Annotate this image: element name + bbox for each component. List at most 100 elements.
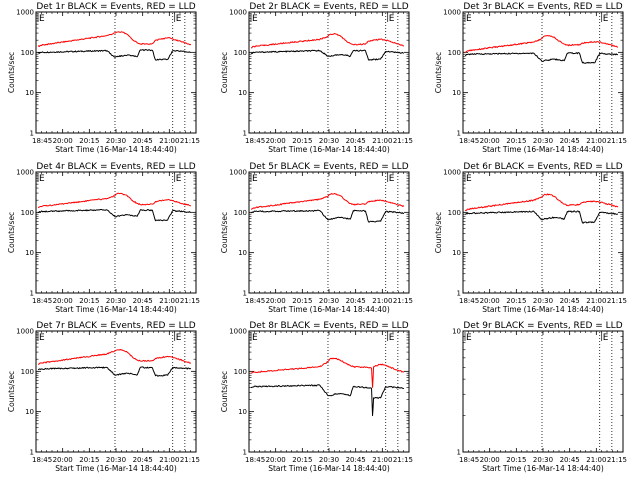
y-tick-label: 1 <box>243 130 247 138</box>
x-tick-label: 20:00 <box>266 137 286 145</box>
event-marker-label: E <box>252 174 258 184</box>
event-marker-label: E <box>603 174 609 184</box>
x-tick-label: 21:00 <box>586 137 606 145</box>
x-tick-label: 20:45 <box>560 297 580 305</box>
x-tick-label: 20:15 <box>506 456 526 464</box>
x-tick-label: 20:45 <box>346 456 366 464</box>
x-tick-label: 21:00 <box>159 297 179 305</box>
events-series-line <box>464 52 618 64</box>
panel-title: Det 2r BLACK = Events, RED = LLD <box>249 2 408 12</box>
plot-frame <box>462 330 624 453</box>
x-tick-label: 21:15 <box>180 137 200 145</box>
event-marker-label: E <box>389 174 395 184</box>
y-tick-label: 1000 <box>443 9 461 17</box>
plot-frame <box>462 171 624 294</box>
event-marker-label: E <box>466 14 472 24</box>
event-marker-label: E <box>466 174 472 184</box>
y-tick-label: 100 <box>448 49 461 57</box>
y-tick-label: 1000 <box>16 169 34 177</box>
x-tick-label: 21:15 <box>607 456 627 464</box>
panel-title: Det 5r BLACK = Events, RED = LLD <box>249 162 408 172</box>
x-tick-label: 21:00 <box>159 456 179 464</box>
x-tick-label: 20:30 <box>106 297 126 305</box>
y-axis-label: Counts/sec <box>434 212 443 253</box>
x-axis-label: Start Time (16-Mar-14 18:44:40) <box>268 305 390 314</box>
y-tick-label: 100 <box>21 368 34 376</box>
x-tick-label: 21:15 <box>607 137 627 145</box>
x-tick-label: 21:00 <box>586 297 606 305</box>
event-marker-label: E <box>39 174 45 184</box>
x-tick-label: 20:30 <box>533 297 553 305</box>
x-tick-label: 20:30 <box>319 456 339 464</box>
x-axis-label: Start Time (16-Mar-14 18:44:40) <box>482 145 604 154</box>
x-tick-label: 20:15 <box>79 137 99 145</box>
x-tick-label: 18:45 <box>32 456 52 464</box>
x-tick-label: 18:45 <box>245 456 265 464</box>
x-tick-label: 20:30 <box>319 137 339 145</box>
x-tick-label: 21:15 <box>180 297 200 305</box>
plot-frame <box>248 11 410 134</box>
event-marker-label: E <box>389 333 395 343</box>
events-series-line <box>464 210 618 224</box>
y-tick-label: 1 <box>243 290 247 298</box>
panel-9: Det 9r BLACK = Events, RED = LLD 1 10 18:45… <box>452 321 627 473</box>
x-tick-label: 20:45 <box>133 297 153 305</box>
lld-series-line <box>251 193 405 210</box>
x-tick-label: 18:45 <box>459 456 479 464</box>
panel-title: Det 3r BLACK = Events, RED = LLD <box>463 2 622 12</box>
plot-frame <box>35 11 197 134</box>
events-series-line <box>250 209 405 223</box>
events-series-line <box>37 49 192 61</box>
y-tick-label: 10 <box>238 249 247 257</box>
panel-2: Det 2r BLACK = Events, RED = LLD 1 10 100 10… <box>220 2 413 154</box>
y-axis-label: Counts/sec <box>220 212 229 253</box>
x-tick-label: 20:45 <box>346 137 366 145</box>
y-tick-label: 100 <box>21 209 34 217</box>
x-tick-label: 20:15 <box>292 456 312 464</box>
lld-series-line <box>37 31 192 47</box>
x-tick-label: 21:00 <box>372 456 392 464</box>
events-series-line <box>37 366 192 377</box>
x-tick-label: 18:45 <box>245 297 265 305</box>
x-tick-label: 21:15 <box>393 297 413 305</box>
event-marker-label: E <box>389 14 395 24</box>
event-marker-label: E <box>252 14 258 24</box>
panel-title: Det 9r BLACK = Events, RED = LLD <box>463 321 622 331</box>
y-tick-label: 1 <box>30 290 34 298</box>
panel-7: Det 7r BLACK = Events, RED = LLD 1 10 100 10… <box>7 321 200 473</box>
x-tick-label: 21:15 <box>393 137 413 145</box>
y-tick-label: 100 <box>448 209 461 217</box>
x-tick-label: 21:00 <box>159 137 179 145</box>
event-marker-label: E <box>603 14 609 24</box>
lld-series-line <box>38 348 192 365</box>
y-tick-label: 100 <box>234 49 247 57</box>
events-series-line <box>37 208 191 222</box>
x-tick-label: 20:45 <box>133 456 153 464</box>
panel-title: Det 4r BLACK = Events, RED = LLD <box>36 162 195 172</box>
y-tick-label: 1 <box>243 449 247 457</box>
x-tick-label: 20:00 <box>53 297 73 305</box>
plot-frame <box>248 171 410 294</box>
y-tick-label: 10 <box>452 249 461 257</box>
x-tick-label: 18:45 <box>32 297 52 305</box>
x-tick-label: 20:30 <box>319 297 339 305</box>
panel-3: Det 3r BLACK = Events, RED = LLD 1 10 100 10… <box>434 2 627 154</box>
x-tick-label: 20:00 <box>53 456 73 464</box>
y-tick-label: 1000 <box>229 9 247 17</box>
event-marker-label: E <box>176 14 182 24</box>
x-tick-label: 20:30 <box>533 137 553 145</box>
x-tick-label: 18:45 <box>459 137 479 145</box>
y-tick-label: 10 <box>238 408 247 416</box>
x-tick-label: 21:00 <box>586 456 606 464</box>
y-tick-label: 1000 <box>16 328 34 336</box>
x-tick-label: 20:00 <box>266 297 286 305</box>
lld-series-line <box>251 357 405 388</box>
x-tick-label: 21:00 <box>372 137 392 145</box>
y-tick-label: 1 <box>457 290 461 298</box>
panel-title: Det 7r BLACK = Events, RED = LLD <box>36 321 195 331</box>
plot-frame <box>35 330 197 453</box>
x-tick-label: 20:45 <box>133 137 153 145</box>
x-tick-label: 21:00 <box>372 297 392 305</box>
y-tick-label: 1000 <box>16 9 34 17</box>
x-tick-label: 20:45 <box>346 297 366 305</box>
